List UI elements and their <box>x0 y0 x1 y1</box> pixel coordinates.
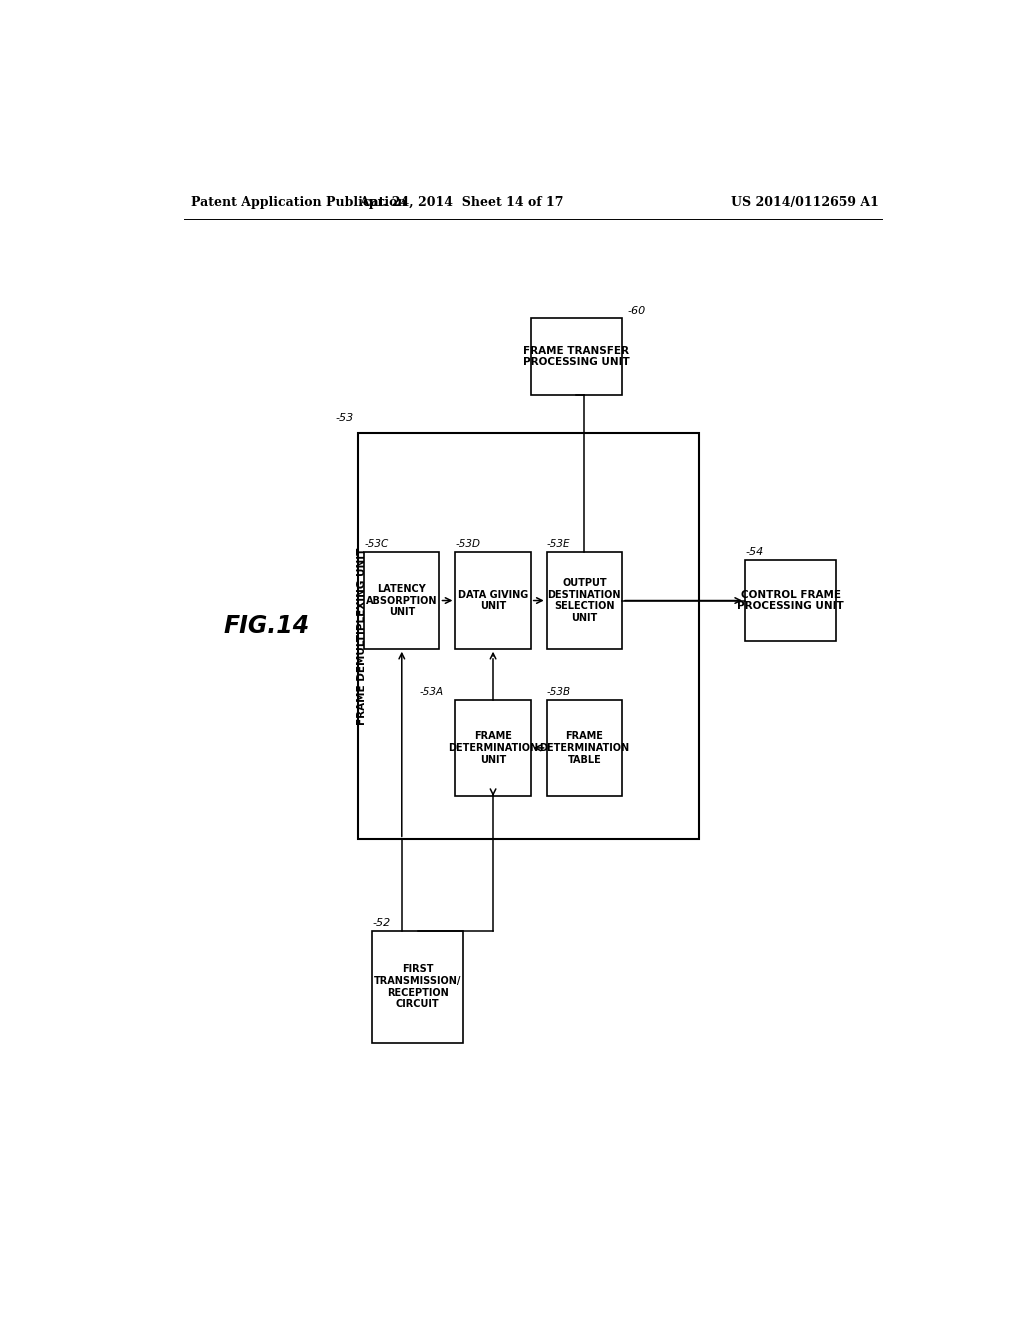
Text: -53: -53 <box>336 413 354 422</box>
Text: CONTROL FRAME
PROCESSING UNIT: CONTROL FRAME PROCESSING UNIT <box>737 590 844 611</box>
Text: OUTPUT
DESTINATION
SELECTION
UNIT: OUTPUT DESTINATION SELECTION UNIT <box>548 578 622 623</box>
Text: FIG.14: FIG.14 <box>224 614 310 638</box>
Bar <box>745 560 837 642</box>
Text: -53C: -53C <box>365 539 388 549</box>
Text: US 2014/0112659 A1: US 2014/0112659 A1 <box>731 195 879 209</box>
Bar <box>547 700 622 796</box>
Text: FIRST
TRANSMISSION/
RECEPTION
CIRCUIT: FIRST TRANSMISSION/ RECEPTION CIRCUIT <box>374 965 462 1010</box>
Text: FRAME
DETERMINATION
TABLE: FRAME DETERMINATION TABLE <box>540 731 630 764</box>
Bar <box>456 700 530 796</box>
Text: LATENCY
ABSORPTION
UNIT: LATENCY ABSORPTION UNIT <box>366 583 437 618</box>
Text: -53A: -53A <box>420 686 443 697</box>
Bar <box>547 552 622 649</box>
Text: FRAME TRANSFER
PROCESSING UNIT: FRAME TRANSFER PROCESSING UNIT <box>523 346 630 367</box>
Text: -53B: -53B <box>547 686 570 697</box>
Text: -53E: -53E <box>547 539 570 549</box>
Bar <box>365 552 439 649</box>
Text: DATA GIVING
UNIT: DATA GIVING UNIT <box>458 590 528 611</box>
Text: Patent Application Publication: Patent Application Publication <box>191 195 407 209</box>
Text: -52: -52 <box>372 917 390 928</box>
Text: -54: -54 <box>745 546 763 557</box>
Bar <box>358 433 699 840</box>
Text: FRAME DEMULTIPLEXING UNIT: FRAME DEMULTIPLEXING UNIT <box>357 548 368 725</box>
Text: -60: -60 <box>628 306 646 315</box>
Text: Apr. 24, 2014  Sheet 14 of 17: Apr. 24, 2014 Sheet 14 of 17 <box>359 195 563 209</box>
Text: FRAME
DETERMINATION
UNIT: FRAME DETERMINATION UNIT <box>447 731 539 764</box>
Bar <box>530 318 622 395</box>
Bar <box>456 552 530 649</box>
Bar <box>372 931 463 1043</box>
Text: -53D: -53D <box>456 539 480 549</box>
